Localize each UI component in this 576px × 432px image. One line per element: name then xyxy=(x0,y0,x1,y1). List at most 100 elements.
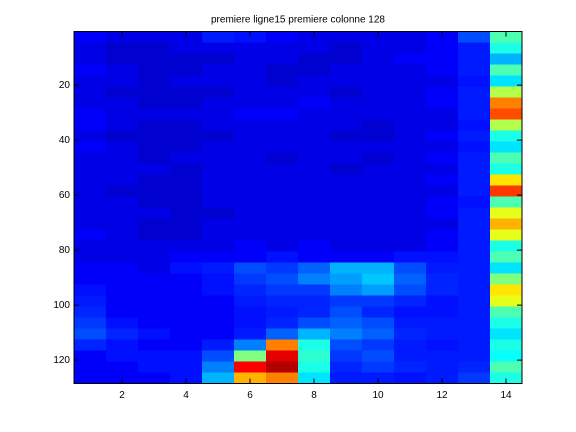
heatmap-cell xyxy=(362,196,395,208)
heatmap-cell xyxy=(490,75,523,87)
heatmap-cell xyxy=(458,163,491,175)
heatmap-cell xyxy=(74,284,107,296)
heatmap-cell xyxy=(298,251,331,263)
heatmap-cell xyxy=(490,328,523,340)
heatmap-cell xyxy=(138,306,171,318)
heatmap-cell xyxy=(426,64,459,76)
heatmap-cell xyxy=(234,97,267,109)
heatmap-cell xyxy=(170,53,203,65)
heatmap-cell xyxy=(138,174,171,186)
heatmap-cell xyxy=(202,108,235,120)
heatmap-cell xyxy=(458,141,491,153)
heatmap-cell xyxy=(426,229,459,241)
heatmap-cell xyxy=(74,42,107,54)
heatmap-cell xyxy=(234,75,267,87)
heatmap-cell xyxy=(394,295,427,307)
heatmap-cell xyxy=(202,284,235,296)
heatmap-cell xyxy=(298,141,331,153)
heatmap-cells xyxy=(74,31,523,384)
heatmap-cell xyxy=(202,273,235,285)
heatmap-cell xyxy=(426,284,459,296)
heatmap-cell xyxy=(362,86,395,98)
heatmap-cell xyxy=(362,262,395,274)
heatmap-cell xyxy=(426,97,459,109)
heatmap-cell xyxy=(266,130,299,142)
heatmap-cell xyxy=(234,306,267,318)
heatmap-cell xyxy=(202,306,235,318)
heatmap-cell xyxy=(426,53,459,65)
heatmap-cell xyxy=(298,273,331,285)
heatmap-cell xyxy=(298,361,331,373)
heatmap-cell xyxy=(106,218,139,230)
heatmap-cell xyxy=(490,141,523,153)
heatmap-cell xyxy=(138,273,171,285)
heatmap-cell xyxy=(170,251,203,263)
heatmap-cell xyxy=(458,207,491,219)
heatmap-cell xyxy=(234,64,267,76)
heatmap-cell xyxy=(298,207,331,219)
heatmap-cell xyxy=(362,31,395,43)
heatmap-cell xyxy=(298,295,331,307)
heatmap-cell xyxy=(490,97,523,109)
heatmap-cell xyxy=(106,31,139,43)
heatmap-cell xyxy=(330,251,363,263)
heatmap-cell xyxy=(298,317,331,329)
heatmap-cell xyxy=(426,372,459,384)
heatmap-cell xyxy=(138,185,171,197)
heatmap-cell xyxy=(138,372,171,384)
heatmap-cell xyxy=(426,240,459,252)
heatmap-cell xyxy=(362,97,395,109)
heatmap-cell xyxy=(362,119,395,131)
heatmap-cell xyxy=(426,108,459,120)
heatmap-cell xyxy=(298,152,331,164)
heatmap-cell xyxy=(234,53,267,65)
heatmap-cell xyxy=(490,108,523,120)
heatmap-cell xyxy=(138,64,171,76)
heatmap-cell xyxy=(138,163,171,175)
heatmap-cell xyxy=(394,262,427,274)
heatmap-cell xyxy=(394,152,427,164)
heatmap-cell xyxy=(362,185,395,197)
heatmap-cell xyxy=(362,284,395,296)
x-tick-label: 2 xyxy=(119,390,125,401)
heatmap-cell xyxy=(394,86,427,98)
heatmap-cell xyxy=(362,174,395,186)
heatmap-cell xyxy=(394,284,427,296)
heatmap-cell xyxy=(266,163,299,175)
heatmap-cell xyxy=(330,372,363,384)
heatmap-cell xyxy=(298,53,331,65)
x-tick-label: 14 xyxy=(500,390,512,401)
heatmap-cell xyxy=(170,64,203,76)
heatmap-cell xyxy=(490,31,523,43)
heatmap-cell xyxy=(458,262,491,274)
heatmap-cell xyxy=(74,86,107,98)
heatmap-cell xyxy=(362,218,395,230)
heatmap-cell xyxy=(138,152,171,164)
heatmap-cell xyxy=(74,119,107,131)
heatmap-cell xyxy=(330,53,363,65)
heatmap-cell xyxy=(74,372,107,384)
heatmap-cell xyxy=(106,317,139,329)
heatmap-cell xyxy=(106,284,139,296)
heatmap-cell xyxy=(106,141,139,153)
heatmap-cell xyxy=(490,42,523,54)
heatmap-cell xyxy=(138,295,171,307)
heatmap-cell xyxy=(234,273,267,285)
heatmap-cell xyxy=(234,262,267,274)
heatmap-cell xyxy=(458,119,491,131)
heatmap-cell xyxy=(458,218,491,230)
heatmap-cell xyxy=(394,372,427,384)
heatmap-cell xyxy=(138,97,171,109)
heatmap-cell xyxy=(202,350,235,362)
heatmap-cell xyxy=(138,218,171,230)
heatmap-cell xyxy=(138,141,171,153)
heatmap-cell xyxy=(458,361,491,373)
heatmap-cell xyxy=(330,317,363,329)
heatmap-cell xyxy=(106,295,139,307)
heatmap-cell xyxy=(362,42,395,54)
heatmap-cell xyxy=(330,185,363,197)
heatmap-cell xyxy=(490,361,523,373)
heatmap-cell xyxy=(106,163,139,175)
heatmap-cell xyxy=(490,163,523,175)
heatmap-cell xyxy=(170,273,203,285)
